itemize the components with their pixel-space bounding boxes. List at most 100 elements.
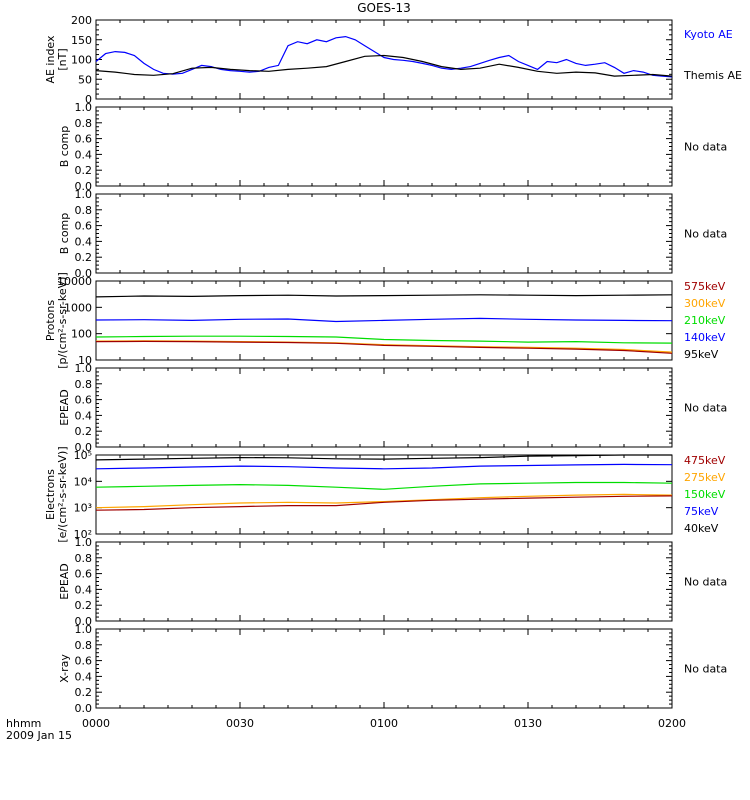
no-data-label: No data	[684, 663, 727, 676]
time-tick-label: 0030	[226, 717, 254, 730]
chart-title: GOES-13	[357, 1, 411, 15]
y-tick-label: 1.0	[75, 101, 93, 114]
y-tick-label: 10²	[74, 528, 92, 541]
legend-entry: 40keV	[684, 522, 719, 535]
y-tick-label: 0.6	[75, 568, 93, 581]
panel-electrons: 10² 10³ 10⁴ 10⁵ Electrons [e/(cm²-s-sr-keV)] 4…	[44, 446, 726, 542]
y-tick-label: 10000	[57, 275, 92, 288]
y-tick-label: 1.0	[75, 623, 93, 636]
time-label-hhmm: hhmm	[6, 717, 41, 730]
series-line-575kev	[95, 340, 673, 354]
panel-frame	[95, 106, 673, 187]
legend-entry: Kyoto AE	[684, 28, 733, 41]
y-tick-label: 0.6	[75, 394, 93, 407]
y-tick-label: 0.4	[75, 148, 93, 161]
y-tick-label: 1.0	[75, 188, 93, 201]
y-tick-label: 10	[78, 354, 92, 367]
time-label-date: 2009 Jan 15	[6, 729, 72, 742]
legend-entry: 300keV	[684, 297, 726, 310]
y-axis-label: X-ray	[58, 654, 71, 683]
panel-bcomp1: 0.0 0.2 0.4 0.6 0.8 1.0 B comp No data	[58, 101, 727, 193]
y-axis-label: [p/(cm²-s-sr-keV)]	[56, 272, 69, 369]
y-axis-label: Electrons	[44, 469, 57, 520]
panel-frame	[95, 367, 673, 448]
y-axis-label: B comp	[58, 213, 71, 255]
panel-xray: 0.0 0.2 0.4 0.6 0.8 1.0 X-ray No data	[58, 623, 727, 715]
no-data-label: No data	[684, 141, 727, 154]
y-tick-label: 0.0	[75, 267, 93, 280]
no-data-label: No data	[684, 576, 727, 589]
y-axis-label: AE index	[44, 35, 57, 84]
y-tick-label: 50	[78, 73, 92, 86]
y-tick-label: 10⁵	[74, 449, 92, 462]
y-tick-label: 0.4	[75, 235, 93, 248]
y-tick-label: 10³	[74, 502, 92, 515]
legend-entry: 475keV	[684, 454, 726, 467]
legend-entry: Themis AE	[683, 69, 742, 82]
y-tick-label: 200	[71, 14, 92, 27]
y-tick-label: 0.8	[75, 378, 93, 391]
panel-epead1: 0.0 0.2 0.4 0.6 0.8 1.0 EPEAD No data	[58, 362, 727, 454]
y-tick-label: 1000	[64, 301, 92, 314]
panel-frame	[95, 19, 673, 100]
y-tick-label: 0.2	[75, 686, 93, 699]
y-tick-label: 1.0	[75, 362, 93, 375]
y-tick-label: 0.8	[75, 552, 93, 565]
panel-bcomp2: 0.0 0.2 0.4 0.6 0.8 1.0 B comp No data	[58, 188, 727, 280]
y-tick-label: 0.6	[75, 220, 93, 233]
y-axis-label: Protons	[44, 300, 57, 341]
y-axis-label: [e/(cm²-s-sr-keV)]	[56, 446, 69, 542]
time-tick-label: 0100	[370, 717, 398, 730]
legend-entry: 150keV	[684, 488, 726, 501]
y-tick-label: 0.8	[75, 117, 93, 130]
series-line-475kev	[95, 495, 673, 511]
y-tick-label: 0.0	[75, 615, 93, 628]
series-line-95kev	[95, 294, 673, 298]
legend-entry: 140keV	[684, 331, 726, 344]
y-tick-label: 0.4	[75, 670, 93, 683]
series-line-75kev	[95, 463, 673, 470]
series-line-kyoto-ae	[95, 35, 673, 78]
series-line-140kev	[95, 317, 673, 323]
y-tick-label: 0.6	[75, 655, 93, 668]
legend-entry: 210keV	[684, 314, 726, 327]
series-line-275kev	[95, 493, 673, 509]
legend-entry: 75keV	[684, 505, 719, 518]
y-tick-label: 150	[71, 34, 92, 47]
y-tick-label: 0.2	[75, 251, 93, 264]
y-axis-label: EPEAD	[58, 563, 71, 600]
y-tick-label: 10⁴	[74, 475, 93, 488]
no-data-label: No data	[684, 228, 727, 241]
y-axis-label: EPEAD	[58, 389, 71, 426]
y-tick-label: 0.0	[75, 441, 93, 454]
y-tick-label: 0.2	[75, 164, 93, 177]
y-tick-label: 0.0	[75, 702, 93, 715]
time-tick-label: 0200	[658, 717, 686, 730]
series-line-150kev	[95, 481, 673, 490]
y-tick-label: 0.4	[75, 409, 93, 422]
series-line-300kev	[95, 340, 673, 353]
y-tick-label: 0	[85, 93, 92, 106]
legend-entry: 275keV	[684, 471, 726, 484]
y-tick-label: 0.6	[75, 133, 93, 146]
y-tick-label: 100	[71, 328, 92, 341]
panel-epead2: 0.0 0.2 0.4 0.6 0.8 1.0 EPEAD No data	[58, 536, 727, 628]
panels-layer: 0 50 100 150 200 AE index [nT] Kyoto AE Themis A…	[44, 14, 742, 730]
panel-frame	[95, 193, 673, 274]
y-tick-label: 0.0	[75, 180, 93, 193]
time-tick-label: 0000	[82, 717, 110, 730]
panel-ae: 0 50 100 150 200 AE index [nT] Kyoto AE Themis A…	[44, 14, 742, 106]
series-line-40kev	[95, 454, 672, 461]
y-tick-label: 0.8	[75, 204, 93, 217]
panel-frame	[95, 628, 673, 709]
time-tick-label: 0130	[514, 717, 542, 730]
series-line-210kev	[95, 335, 673, 344]
y-tick-label: 1.0	[75, 536, 93, 549]
series-line-themis-ae	[95, 54, 673, 77]
legend-entry: 95keV	[684, 348, 719, 361]
y-tick-label: 100	[71, 54, 92, 67]
y-tick-label: 0.8	[75, 639, 93, 652]
y-axis-label: B comp	[58, 126, 71, 168]
